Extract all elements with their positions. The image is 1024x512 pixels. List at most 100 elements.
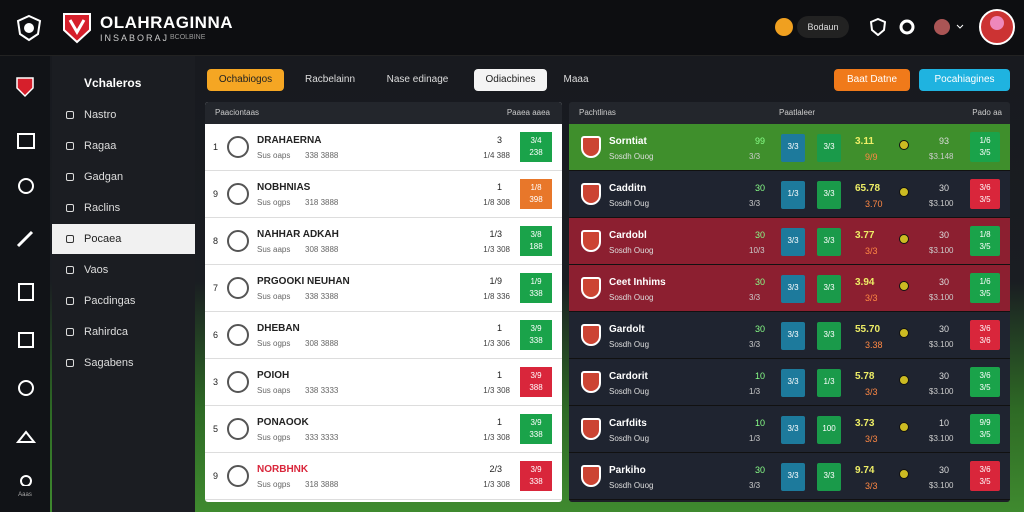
market-box[interactable]: 3/3: [817, 463, 841, 491]
action-button[interactable]: Baat Datne: [834, 69, 910, 91]
standings-row[interactable]: 1 DRAHAERNA Sus oaps 338 3888 3 1/4 388 3/4 238: [205, 124, 562, 171]
action-button[interactable]: Pocahiagines: [919, 69, 1010, 91]
stat-a: 1/9: [489, 276, 502, 286]
tab[interactable]: Racbelainn: [304, 74, 356, 85]
final-box[interactable]: 3/6 3/6: [970, 320, 1000, 350]
market-box[interactable]: 3/3: [781, 228, 805, 256]
stat-d: $3.100: [929, 293, 954, 302]
match-row[interactable]: Sorntiat Sosdh Ouog 99 3/3 3/3 3/3 3.11 9/9 93 $3…: [569, 124, 1010, 171]
standings-row[interactable]: 9 NOBHNIAS Sus ogps 318 3888 1 1/8 308 1/8 398: [205, 171, 562, 218]
team-logo: [227, 465, 249, 487]
market-box[interactable]: 1/3: [781, 181, 805, 209]
final-top: 1/8: [979, 230, 991, 239]
final-box[interactable]: 1/6 3/5: [970, 273, 1000, 303]
score-top: 3/8: [530, 230, 542, 239]
user-menu[interactable]: [932, 17, 966, 37]
search-button[interactable]: Bodaun: [797, 16, 849, 38]
status-icon: [899, 469, 909, 479]
stat-a: 1: [496, 323, 502, 333]
final-box[interactable]: 3/6 3/5: [970, 461, 1000, 491]
team-meta: 338 3888: [305, 151, 339, 160]
final-bottom: 3/5: [979, 289, 991, 298]
market-box[interactable]: 3/3: [817, 181, 841, 209]
match-row[interactable]: Cardorit Sosdh Oug 10 1/3 3/3 1/3 5.78 3/3 30 $3.…: [569, 359, 1010, 406]
standings-row[interactable]: 6 DHEBAN Sus ogps 308 3888 1 1/3 306 3/9 338: [205, 312, 562, 359]
odds: 65.78: [855, 183, 881, 194]
team-meta: 338 3388: [305, 292, 339, 301]
team-name: NOBHNIAS: [257, 182, 311, 193]
sidebar-item[interactable]: Ragaa: [52, 131, 195, 161]
odds: 3.11: [855, 136, 874, 147]
item-icon: [66, 173, 74, 181]
standings-row[interactable]: 7 PRGOOKI NEUHAN Sus oaps 338 3388 1/9 1/8 33…: [205, 265, 562, 312]
item-icon: [66, 111, 74, 119]
sidebar-item[interactable]: Vaos: [52, 255, 195, 285]
match-row[interactable]: Parkiho Sosdh Ouog 30 3/3 3/3 3/3 9.74 3/3 30 $3.…: [569, 453, 1010, 500]
market-box[interactable]: 3/3: [781, 369, 805, 397]
table-header: Paaciontaas Paaea aaea: [205, 102, 562, 124]
item-icon: [66, 266, 74, 274]
odds: 5.78: [855, 371, 875, 382]
final-box[interactable]: 3/6 3/5: [970, 179, 1000, 209]
shield-icon[interactable]: [870, 18, 886, 36]
team-name: Cardorit: [609, 371, 648, 382]
stat-b: 3/3: [749, 293, 761, 302]
final-bottom: 3/5: [979, 148, 991, 157]
match-row[interactable]: Carfdits Sosdh Oug 10 1/3 3/3 100 3.73 3/3 10 $3.…: [569, 406, 1010, 453]
team-meta: 308 3888: [305, 339, 339, 348]
team-crest: [581, 324, 601, 346]
score-top: 3/4: [530, 136, 542, 145]
standings-row[interactable]: 9 NORBHNK Sus ogps 318 3888 2/3 1/3 308 3/9 338: [205, 453, 562, 500]
settings-icon[interactable]: [899, 19, 915, 35]
rank: 5: [213, 424, 219, 434]
notification-icon[interactable]: [774, 17, 794, 37]
market-box[interactable]: 1/3: [817, 369, 841, 397]
market-box[interactable]: 3/3: [781, 134, 805, 162]
sidebar-item[interactable]: Gadgan: [52, 162, 195, 192]
score-bottom: 338: [529, 477, 543, 486]
standings-row[interactable]: 5 PONAOOK Sus ogps 333 3333 1 1/3 308 3/9 338: [205, 406, 562, 453]
sidebar-item[interactable]: Pocaea: [52, 224, 195, 254]
market-box[interactable]: 100: [817, 416, 841, 444]
final-top: 1/6: [979, 136, 991, 145]
tab[interactable]: Odiacbines: [474, 69, 547, 91]
tab[interactable]: Maaa: [563, 74, 589, 85]
stat-a: 30: [755, 183, 766, 193]
match-row[interactable]: Cadditn Sosdh Oug 30 3/3 1/3 3/3 65.78 3.70 30 $3…: [569, 171, 1010, 218]
sidebar-item[interactable]: Rahirdca: [52, 317, 195, 347]
match-row[interactable]: Ceet Inhims Sosdh Ouog 30 3/3 3/3 3/3 3.94 3/3 3…: [569, 265, 1010, 312]
market-box[interactable]: 3/3: [817, 134, 841, 162]
market-box[interactable]: 3/3: [781, 322, 805, 350]
score-top: 3/9: [530, 324, 542, 333]
final-box[interactable]: 1/6 3/5: [970, 132, 1000, 162]
team-sub: Sosdh Ouog: [609, 293, 654, 302]
sidebar-item[interactable]: Sagabens: [52, 348, 195, 378]
market-box[interactable]: 3/3: [817, 322, 841, 350]
sidebar-item[interactable]: Nastro: [52, 100, 195, 130]
market-box[interactable]: 3/3: [817, 228, 841, 256]
final-box[interactable]: 3/6 3/5: [970, 367, 1000, 397]
tab[interactable]: Ochabiogos: [207, 69, 284, 91]
avatar[interactable]: [978, 8, 1016, 46]
tab[interactable]: Nase edinage: [386, 74, 449, 85]
market-box[interactable]: 3/3: [781, 275, 805, 303]
market-box[interactable]: 3/3: [781, 416, 805, 444]
stat-b: 3/3: [749, 199, 761, 208]
market-box[interactable]: 3/3: [817, 275, 841, 303]
stat-d: $3.148: [929, 152, 954, 161]
standings-row[interactable]: 8 NAHHAR ADKAH Sus aaps 308 3888 1/3 1/3 308 3…: [205, 218, 562, 265]
rank: 6: [213, 330, 219, 340]
final-box[interactable]: 1/8 3/5: [970, 226, 1000, 256]
sidebar-item[interactable]: Pacdingas: [52, 286, 195, 316]
standings-row[interactable]: 3 POIOH Sus oaps 338 3333 1 1/3 308 3/9 388: [205, 359, 562, 406]
match-row[interactable]: Gardolt Sosdh Oug 30 3/3 3/3 3/3 55.70 3.38 30 $3…: [569, 312, 1010, 359]
score-bottom: 338: [529, 430, 543, 439]
market-box[interactable]: 3/3: [781, 463, 805, 491]
final-box[interactable]: 9/9 3/5: [970, 414, 1000, 444]
odds-sub: 3/3: [865, 387, 878, 397]
match-row[interactable]: Cardobl Sosdh Ouog 30 10/3 3/3 3/3 3.77 3/3 30 $3…: [569, 218, 1010, 265]
panel-header: Pachtlinas Paatlaleer Pado aa: [569, 102, 1010, 124]
score-bottom: 338: [529, 336, 543, 345]
sidebar-item[interactable]: Raclins: [52, 193, 195, 223]
stat-a: 30: [755, 230, 766, 240]
